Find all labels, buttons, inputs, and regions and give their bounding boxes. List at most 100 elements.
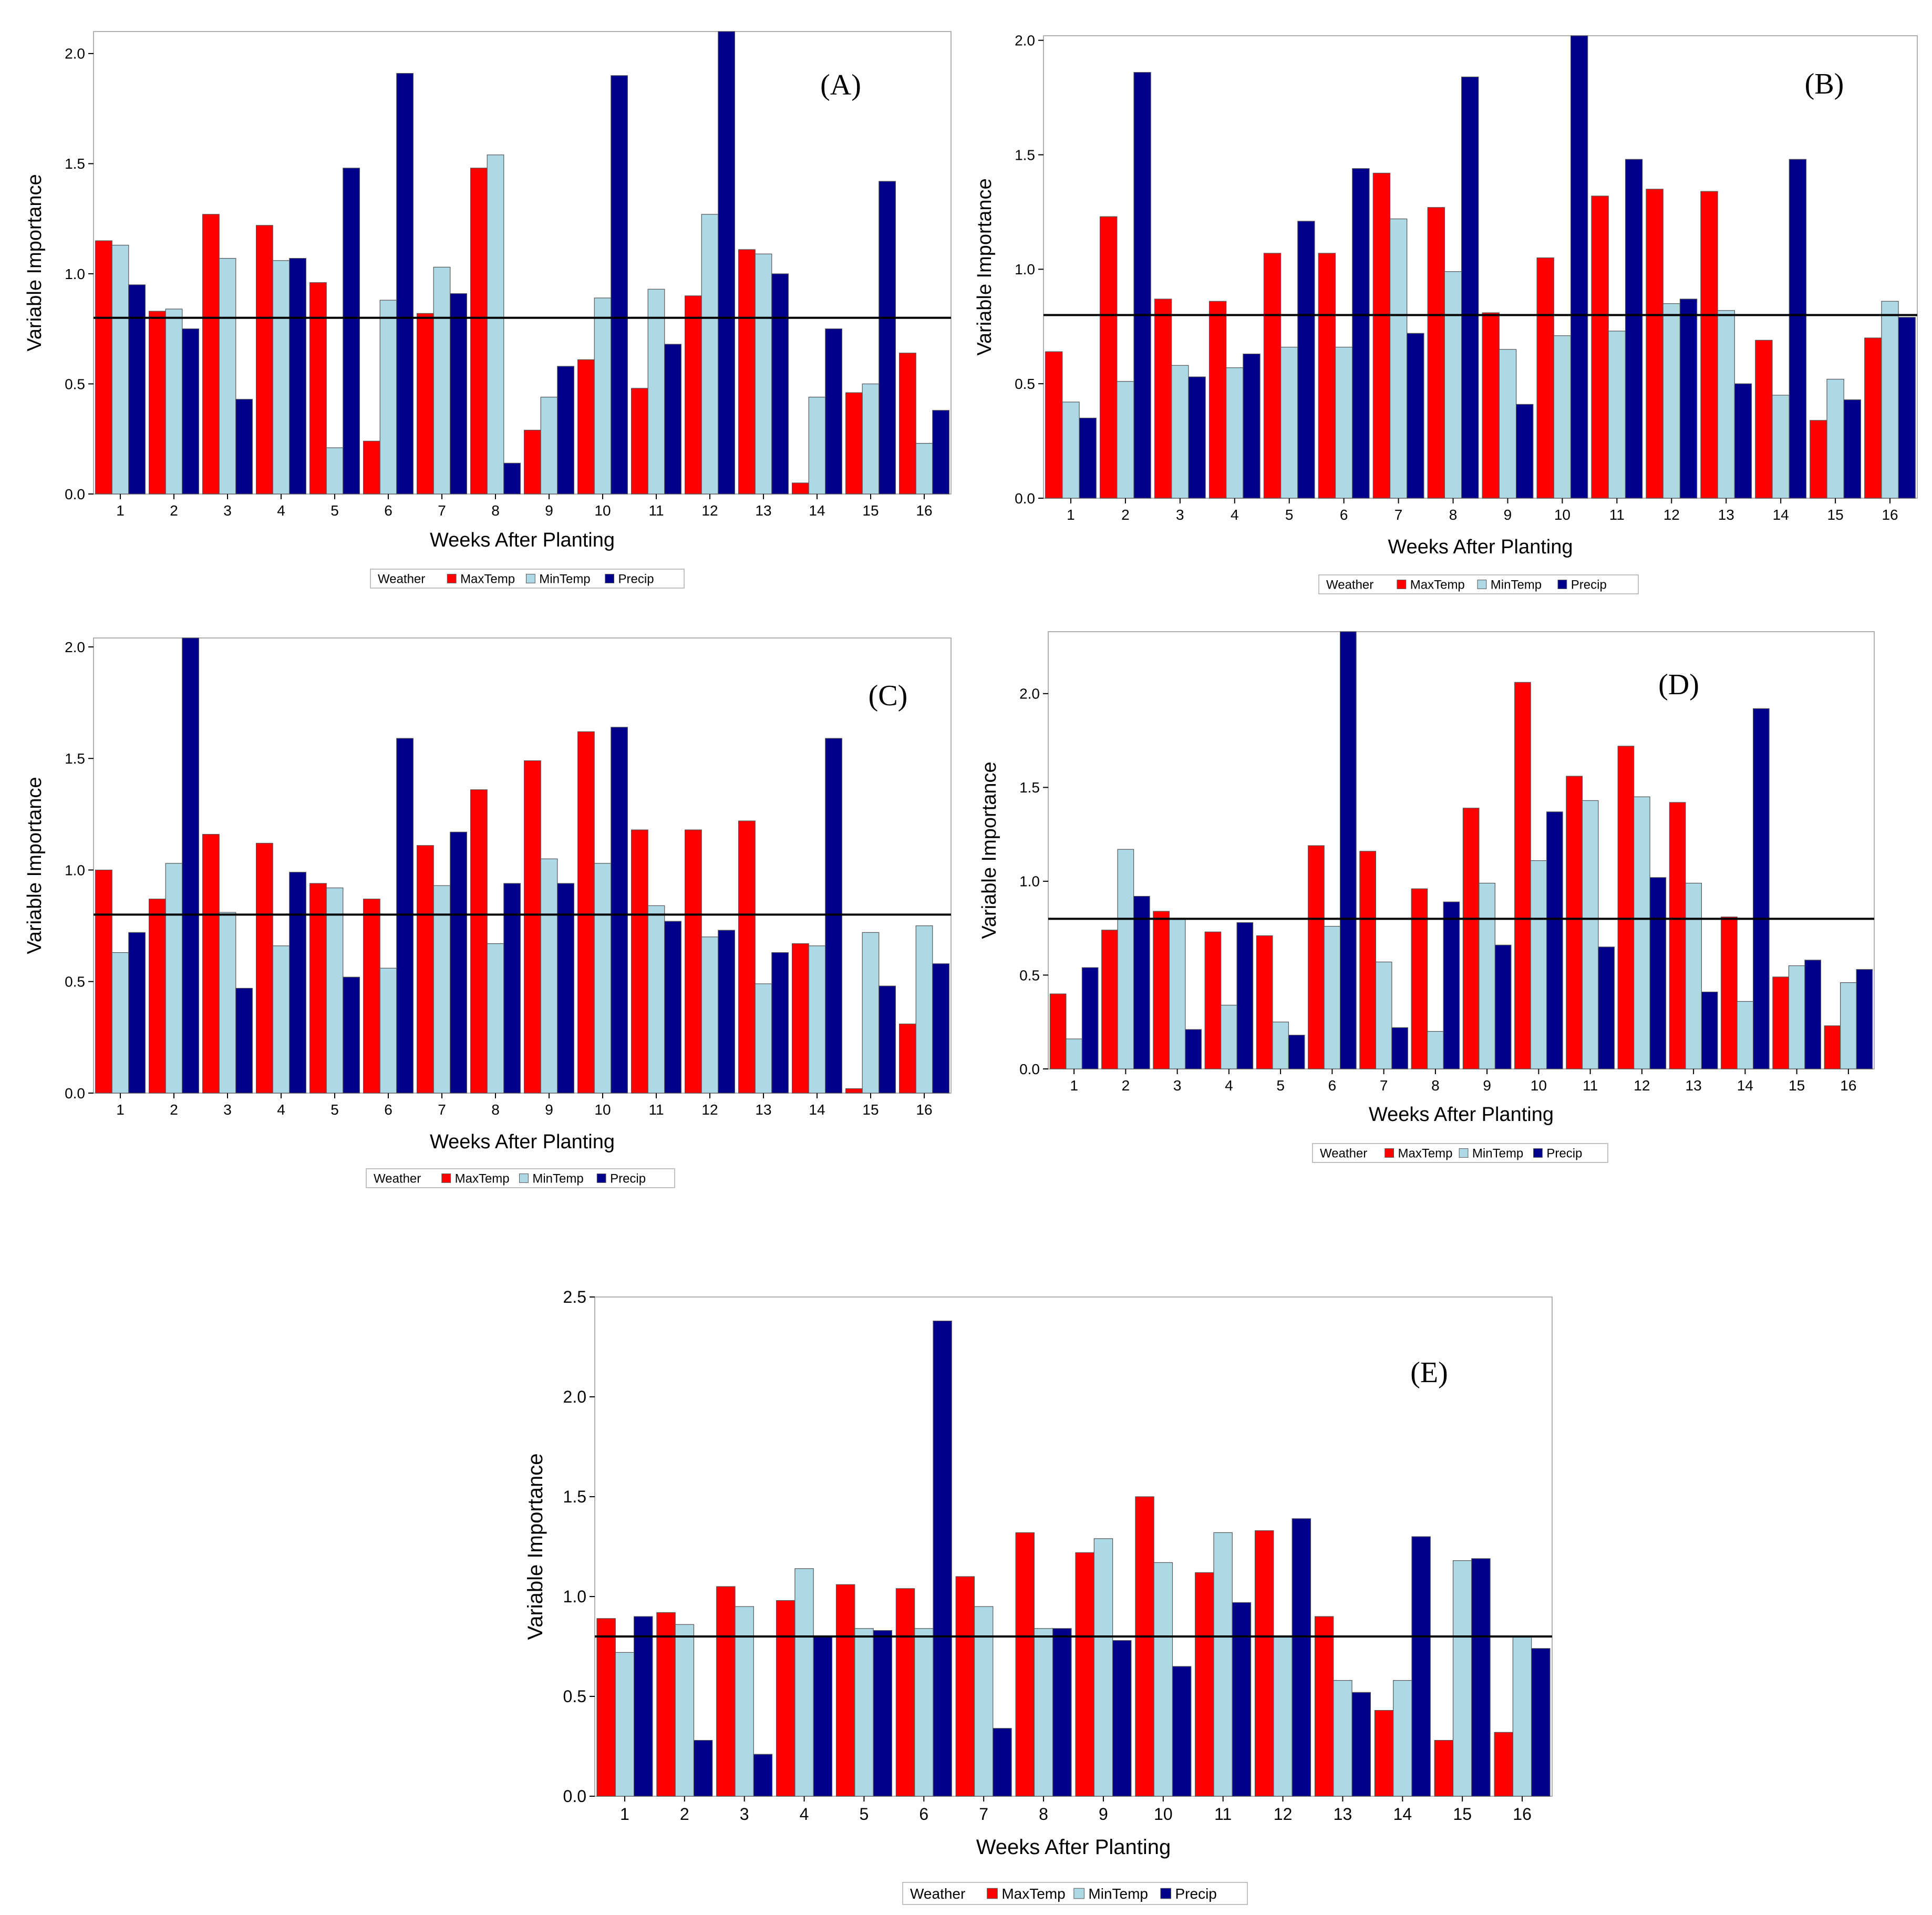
bar-maxtemp-week-15 [1772, 976, 1789, 1069]
y-tick-label: 0.0 [65, 486, 85, 502]
bar-maxtemp-week-16 [1494, 1732, 1514, 1797]
bar-mintemp-week-10 [1530, 860, 1547, 1069]
legend-swatch-mintemp [526, 574, 535, 583]
y-tick-label: 2.0 [65, 46, 85, 62]
legend-entry-maxtemp: MaxTemp [1398, 1147, 1452, 1161]
bar-mintemp-week-7 [433, 885, 451, 1094]
bar-precip-week-7 [1407, 333, 1424, 499]
bar-mintemp-week-14 [1393, 1680, 1412, 1797]
bar-mintemp-week-1 [111, 244, 129, 495]
bar-mintemp-week-15 [1452, 1560, 1472, 1797]
bar-mintemp-week-7 [974, 1606, 994, 1797]
y-tick-label: 2.0 [1019, 686, 1040, 702]
bar-precip-week-10 [1570, 35, 1588, 499]
bar-precip-week-2 [1133, 72, 1151, 499]
x-tick-label: 2 [170, 1101, 178, 1118]
legend-swatch-precip [1557, 580, 1567, 589]
bar-mintemp-week-15 [862, 383, 880, 495]
x-tick-label: 1 [1067, 507, 1075, 523]
bar-mintemp-week-2 [1117, 381, 1134, 499]
bar-precip-week-12 [1679, 298, 1698, 499]
bar-precip-week-15 [1843, 399, 1861, 499]
bar-mintemp-week-2 [675, 1624, 695, 1797]
bar-precip-week-3 [235, 399, 253, 495]
bar-maxtemp-week-14 [791, 482, 809, 495]
bar-precip-week-4 [1243, 353, 1261, 499]
bar-maxtemp-week-14 [1755, 339, 1773, 499]
x-tick-label: 12 [701, 1101, 718, 1118]
chart-panel-2: 0.00.51.01.52.01 2 3 4 5 6 7 8 9 10 11 12 13 14 15 16We… [974, 33, 1918, 594]
x-tick-label: 8 [1431, 1077, 1440, 1094]
legend-entry-mintemp: MinTemp [539, 572, 590, 586]
bar-maxtemp-week-8 [1427, 207, 1445, 499]
bar-precip-week-16 [932, 963, 950, 1094]
x-tick-label: 3 [223, 502, 232, 519]
bar-mintemp-week-9 [1093, 1538, 1113, 1797]
bar-precip-week-6 [396, 73, 414, 495]
y-tick-label: 1.5 [563, 1487, 586, 1506]
legend-swatch-mintemp [519, 1173, 529, 1183]
y-tick-label: 0.0 [563, 1787, 586, 1806]
bar-maxtemp-week-12 [1255, 1530, 1274, 1797]
bar-precip-week-16 [1898, 317, 1916, 499]
bar-mintemp-week-8 [1427, 1031, 1444, 1069]
x-tick-label: 10 [1154, 1805, 1173, 1824]
y-tick-label: 1.5 [65, 156, 85, 172]
bar-mintemp-week-12 [1662, 303, 1680, 499]
bar-precip-week-13 [1351, 1692, 1371, 1797]
y-tick-label: 1.0 [65, 266, 85, 282]
bar-maxtemp-week-8 [1411, 888, 1428, 1069]
bar-mintemp-week-13 [755, 253, 772, 495]
legend-entry-maxtemp: MaxTemp [1410, 578, 1465, 592]
x-tick-label: 15 [1789, 1077, 1805, 1094]
bar-precip-week-2 [182, 637, 199, 1094]
bar-maxtemp-week-13 [1314, 1616, 1334, 1797]
bar-mintemp-week-3 [1169, 918, 1186, 1069]
bar-mintemp-week-5 [1272, 1022, 1289, 1069]
x-tick-label: 13 [1334, 1805, 1352, 1824]
x-tick-label: 7 [438, 1101, 446, 1118]
bar-maxtemp-week-6 [363, 899, 380, 1094]
x-axis-title: Weeks After Planting [430, 1131, 615, 1153]
x-tick-label: 2 [1122, 1077, 1130, 1094]
bar-maxtemp-week-1 [1049, 993, 1067, 1069]
x-tick-label: 4 [800, 1805, 809, 1824]
legend-entry-mintemp: MinTemp [532, 1172, 583, 1186]
x-tick-label: 10 [594, 1101, 611, 1118]
bar-mintemp-week-9 [540, 858, 558, 1094]
bar-maxtemp-week-14 [1374, 1710, 1394, 1797]
x-tick-label: 12 [1664, 507, 1680, 523]
x-tick-label: 2 [170, 502, 178, 519]
bar-precip-week-8 [503, 462, 521, 495]
bar-mintemp-week-4 [1221, 1004, 1237, 1069]
bar-mintemp-week-12 [1273, 1636, 1293, 1797]
bar-mintemp-week-5 [1280, 346, 1298, 499]
x-tick-label: 8 [491, 1101, 500, 1118]
bar-maxtemp-week-4 [776, 1600, 795, 1797]
x-tick-label: 5 [1285, 507, 1294, 523]
x-tick-label: 15 [862, 502, 879, 519]
bar-maxtemp-week-16 [898, 1023, 916, 1094]
bar-precip-week-3 [1185, 1029, 1202, 1069]
x-tick-label: 15 [1453, 1805, 1472, 1824]
x-tick-label: 13 [755, 1101, 771, 1118]
bar-maxtemp-week-4 [256, 842, 273, 1094]
bar-precip-week-3 [1188, 376, 1206, 499]
bar-precip-week-4 [289, 872, 306, 1094]
y-tick-label: 0.5 [65, 376, 85, 392]
x-tick-label: 5 [330, 502, 339, 519]
bar-precip-week-13 [1734, 383, 1752, 499]
x-tick-label: 13 [755, 502, 771, 519]
legend: Weather MaxTemp MinTemp Precip [902, 1882, 1248, 1905]
bar-mintemp-week-11 [1213, 1532, 1233, 1797]
bar-maxtemp-week-1 [95, 240, 112, 495]
x-tick-label: 11 [1609, 507, 1625, 523]
bar-mintemp-week-9 [540, 396, 558, 495]
bar-maxtemp-week-16 [898, 353, 916, 495]
bar-precip-week-6 [933, 1321, 952, 1797]
x-tick-label: 9 [545, 1101, 553, 1118]
x-tick-label: 4 [277, 502, 285, 519]
bar-precip-week-7 [450, 831, 467, 1094]
x-tick-label: 9 [545, 502, 553, 519]
bar-precip-week-13 [771, 273, 789, 495]
